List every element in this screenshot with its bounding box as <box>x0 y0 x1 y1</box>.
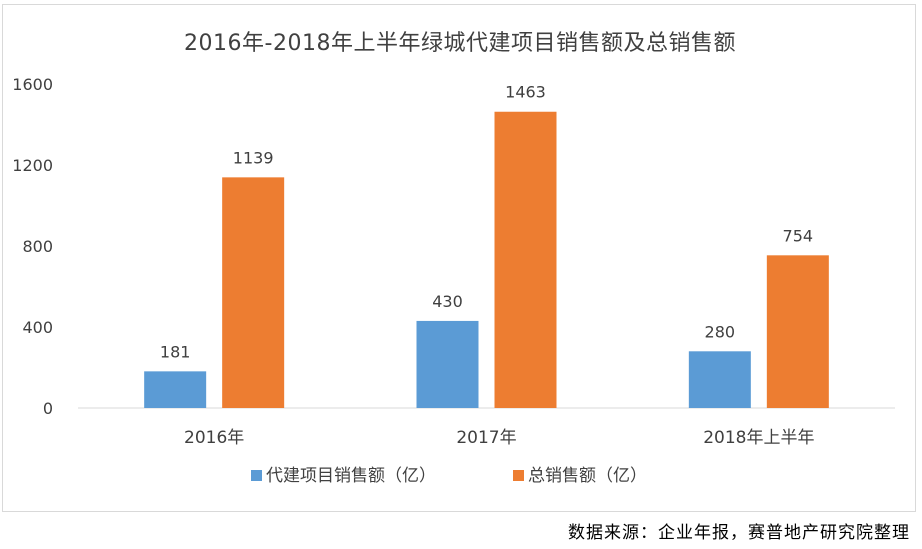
bar-total <box>766 255 829 408</box>
source-note: 数据来源：企业年报，赛普地产研究院整理 <box>568 523 910 543</box>
y-tick-label: 1600 <box>12 75 53 94</box>
legend-label: 总销售额（亿） <box>528 466 647 486</box>
bar-agency <box>416 320 479 408</box>
legend-swatch <box>513 470 524 481</box>
y-tick-label: 400 <box>22 318 53 337</box>
data-label: 181 <box>160 342 191 361</box>
bar-agency <box>144 371 207 408</box>
data-label: 280 <box>705 322 736 341</box>
x-category-label: 2017年 <box>456 428 516 448</box>
data-label: 1463 <box>505 83 546 102</box>
legend-label: 代建项目销售额（亿） <box>266 466 436 486</box>
data-label: 1139 <box>233 148 274 167</box>
bar-total <box>222 177 285 408</box>
data-label: 754 <box>783 226 814 245</box>
chart-plot: 0 400 800 1200 1600 181 1139 2016年 430 1463 2017年 2… <box>12 75 895 486</box>
chart-frame: 2016年-2018年上半年绿城代建项目销售额及总销售额 0 400 800 1200… <box>2 4 916 512</box>
y-tick-label: 800 <box>22 237 53 256</box>
chart-title: 2016年-2018年上半年绿城代建项目销售额及总销售额 <box>184 31 736 56</box>
bar-agency <box>688 351 751 408</box>
y-tick-label: 0 <box>43 399 53 418</box>
bar-total <box>494 111 557 409</box>
x-category-label: 2016年 <box>184 428 244 448</box>
y-tick-label: 1200 <box>12 156 53 175</box>
data-label: 430 <box>432 292 463 311</box>
legend-swatch <box>251 470 262 481</box>
x-category-label: 2018年上半年 <box>703 428 814 448</box>
